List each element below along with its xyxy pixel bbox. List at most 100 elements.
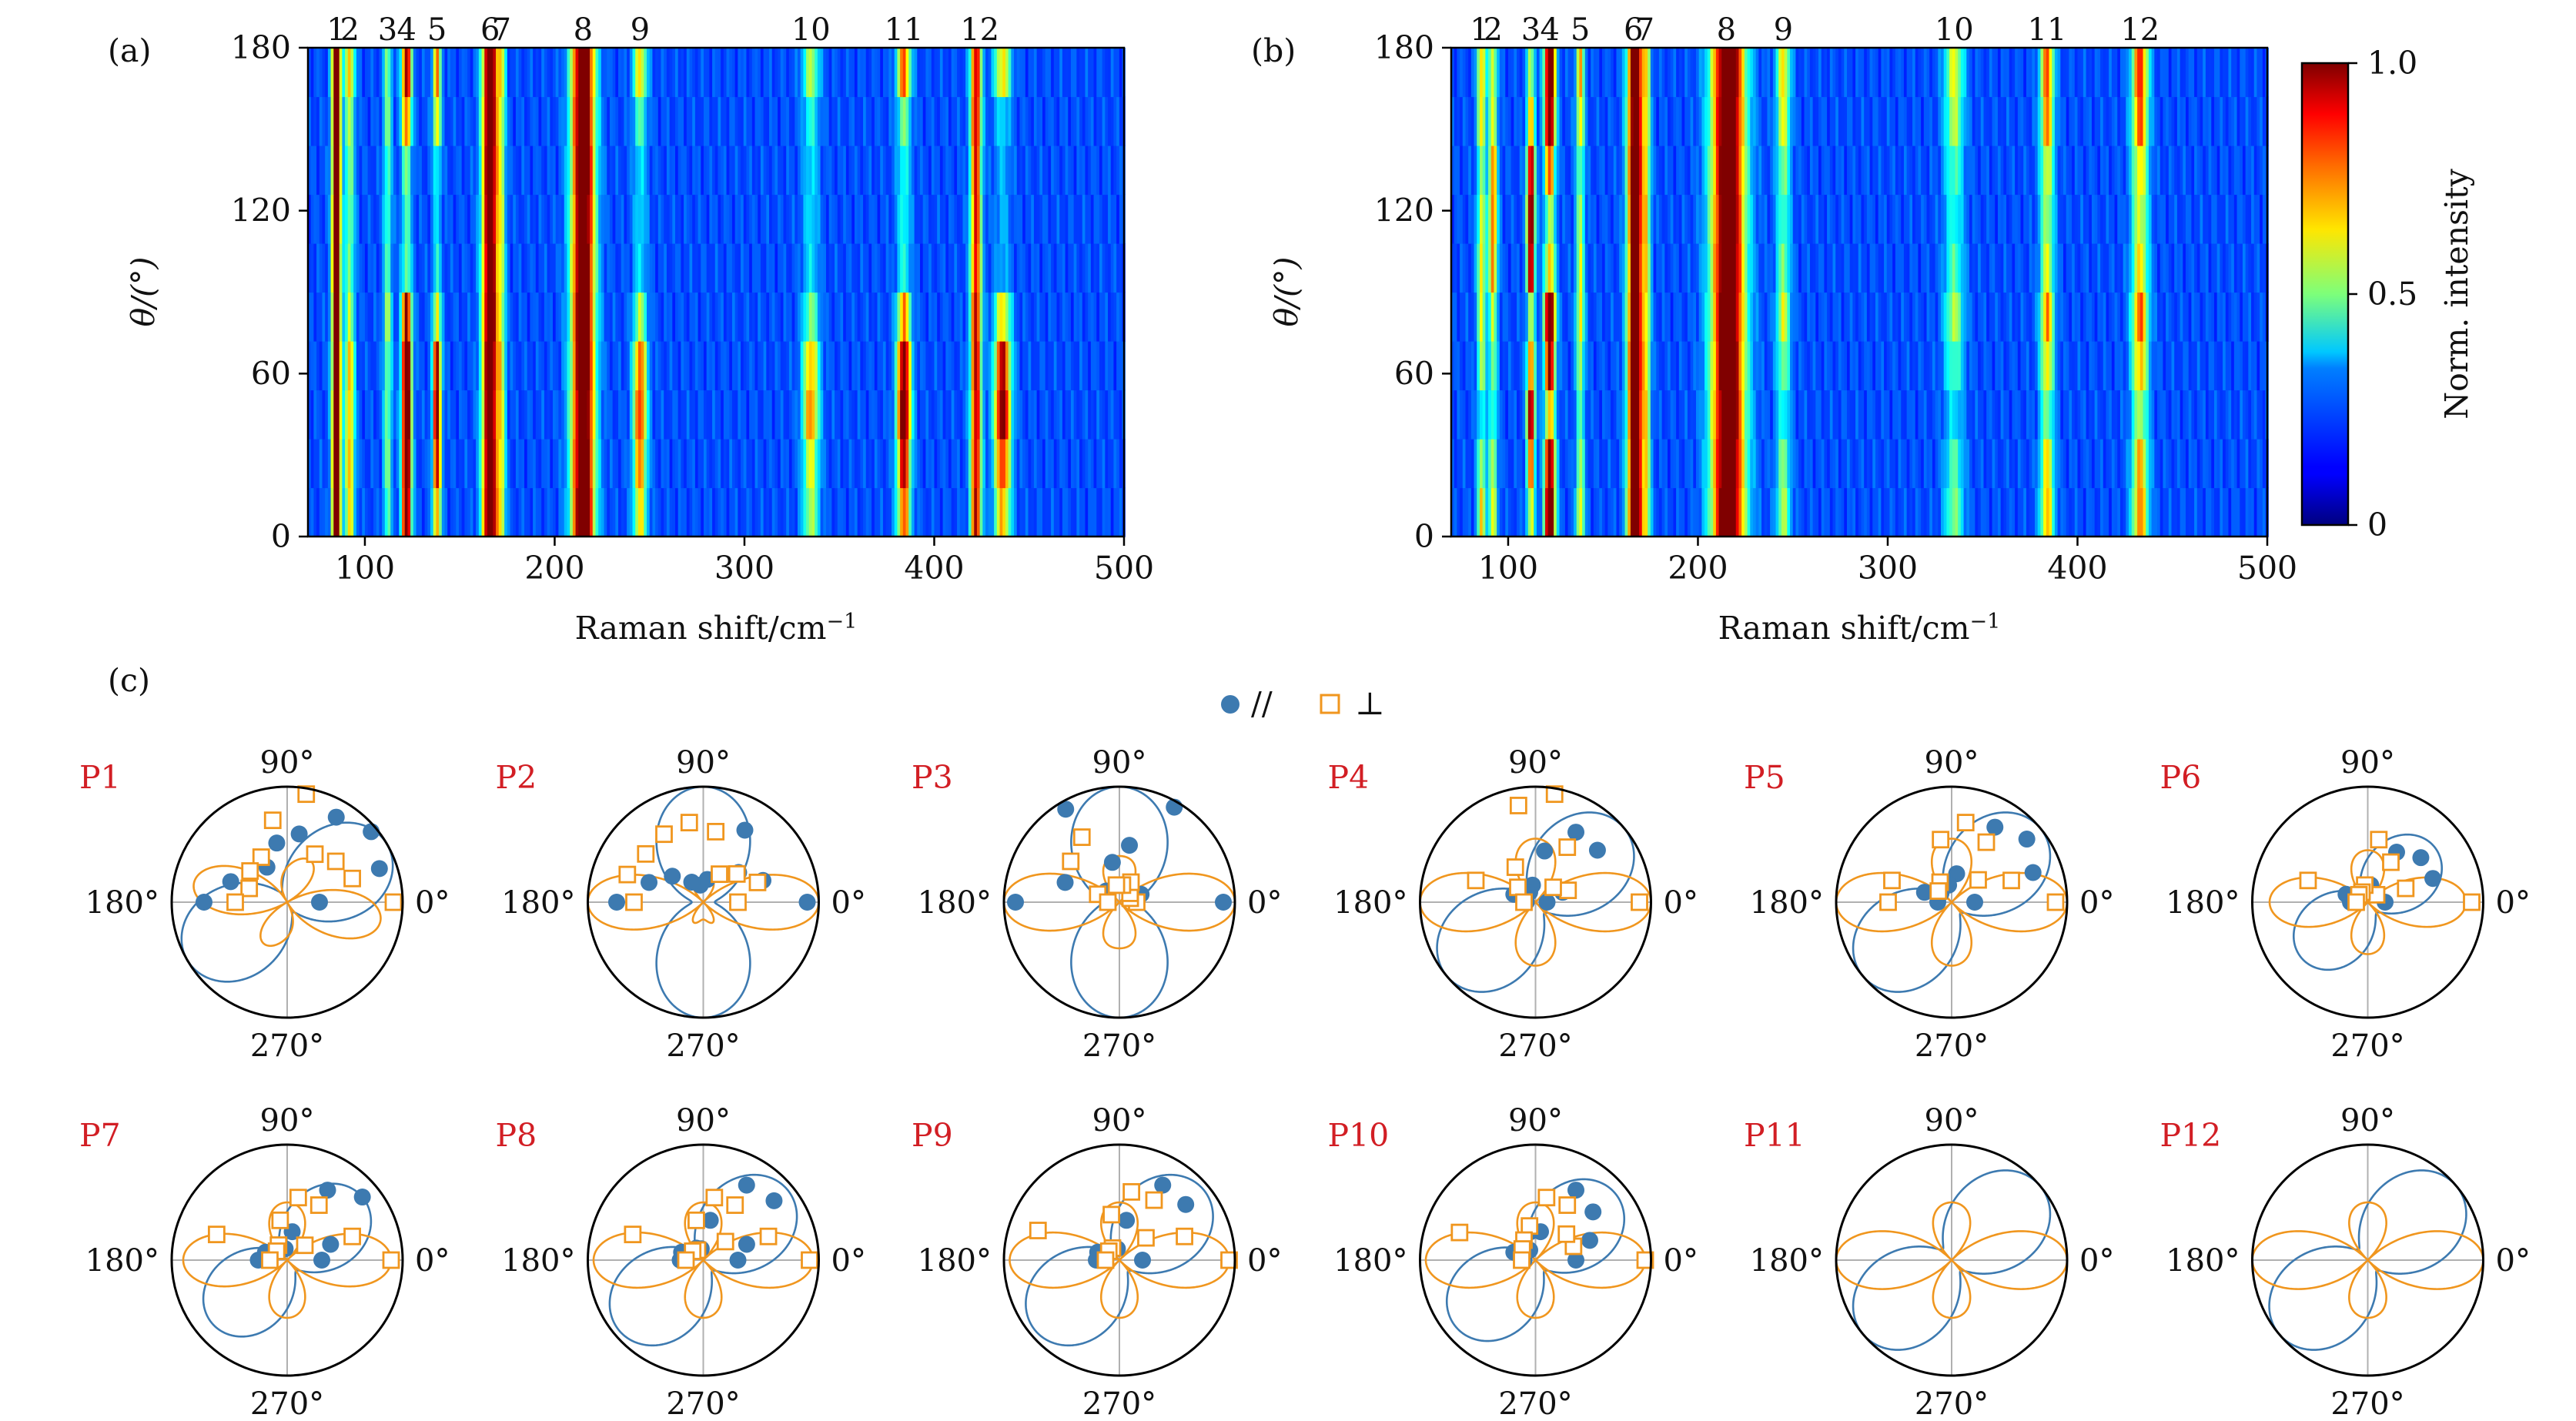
heatmap-cell	[980, 293, 983, 342]
heatmap-cell	[952, 97, 955, 146]
heatmap-cell	[974, 48, 977, 97]
heatmap-cell	[2012, 341, 2015, 390]
heatmap-cell	[2069, 341, 2072, 390]
heatmap-cell	[1042, 341, 1045, 390]
heatmap-cell	[670, 293, 673, 342]
heatmap-cell	[1662, 439, 1665, 488]
heatmap-cell	[2163, 439, 2166, 488]
heatmap-cell	[948, 97, 952, 146]
heatmap-cell	[2186, 195, 2189, 244]
heatmap-cell	[1741, 439, 1745, 488]
heatmap-cell	[1607, 390, 1611, 440]
heatmap-cell	[331, 145, 334, 195]
heatmap-cell	[1813, 243, 1816, 293]
heatmap-cell	[1562, 195, 1565, 244]
heatmap-cell	[1088, 390, 1091, 440]
heatmap-cell	[2026, 390, 2029, 440]
heatmap-cell	[980, 341, 983, 390]
heatmap-cell	[362, 243, 365, 293]
heatmap-cell	[1500, 390, 1503, 440]
heatmap-cell	[1022, 488, 1025, 537]
heatmap-cell	[2172, 243, 2175, 293]
heatmap-cell	[598, 293, 601, 342]
heatmap-cell	[1636, 145, 1639, 195]
heatmap-cell	[2234, 243, 2237, 293]
heatmap-cell	[2123, 293, 2126, 342]
heatmap-cell	[2160, 243, 2163, 293]
heatmap-cell	[1673, 439, 1676, 488]
heatmap-cell	[328, 145, 331, 195]
heatmap-cell	[1651, 243, 1654, 293]
heatmap-cell	[1805, 243, 1808, 293]
heatmap-cell	[1969, 390, 1972, 440]
heatmap-cell	[487, 97, 490, 146]
heatmap-cell	[1525, 293, 1528, 342]
heatmap-cell	[513, 341, 516, 390]
heatmap-cell	[1847, 195, 1850, 244]
heatmap-cell	[382, 195, 385, 244]
heatmap-cell	[880, 243, 883, 293]
heatmap-cell	[826, 341, 829, 390]
heatmap-cell	[786, 145, 789, 195]
heatmap-cell	[1921, 341, 1924, 390]
heatmap-cell	[1699, 488, 1702, 537]
heatmap-cell	[464, 243, 467, 293]
heatmap-cell	[610, 48, 613, 97]
heatmap-cell	[2032, 390, 2035, 440]
heatmap-cell	[1986, 488, 1989, 537]
heatmap-cell	[373, 439, 376, 488]
heatmap-cell	[1958, 195, 1961, 244]
heatmap-cell	[496, 48, 499, 97]
heatmap-cell	[396, 439, 400, 488]
heatmap-cell	[450, 390, 453, 440]
heatmap-cell	[331, 97, 334, 146]
heatmap-cell	[749, 48, 752, 97]
heatmap-cell	[1511, 439, 1514, 488]
heatmap-cell	[1079, 488, 1082, 537]
heatmap-cell	[2126, 439, 2129, 488]
heatmap-cell	[482, 488, 485, 537]
heatmap-cell	[1522, 195, 1525, 244]
heatmap-cell	[1579, 341, 1582, 390]
heatmap-cell	[1870, 341, 1873, 390]
heatmap-cell	[360, 390, 363, 440]
heatmap-cell	[322, 97, 325, 146]
heatmap-cell	[908, 293, 912, 342]
heatmap-cell	[1818, 488, 1822, 537]
heatmap-cell	[353, 243, 356, 293]
heatmap-cell	[1835, 293, 1838, 342]
heatmap-cell	[607, 390, 610, 440]
heatmap-cell	[895, 341, 898, 390]
heatmap-cell	[556, 145, 559, 195]
heatmap-cell	[709, 145, 712, 195]
heatmap-cell	[863, 390, 866, 440]
heatmap-cell	[1688, 488, 1691, 537]
heatmap-cell	[1909, 243, 1912, 293]
heatmap-cell	[937, 488, 940, 537]
heatmap-cell	[704, 293, 707, 342]
heatmap-cell	[444, 341, 447, 390]
heatmap-cell	[2203, 243, 2206, 293]
heatmap-cell	[342, 195, 345, 244]
heatmap-cell	[462, 145, 465, 195]
heatmap-cell	[712, 439, 715, 488]
heatmap-cell	[917, 439, 920, 488]
heatmap-cell	[1619, 145, 1622, 195]
heatmap-cell	[761, 390, 764, 440]
heatmap-cell	[340, 293, 343, 342]
heatmap-cell	[1059, 97, 1062, 146]
heatmap-cell	[1011, 439, 1014, 488]
heatmap-cell	[868, 195, 871, 244]
heatmap-cell	[684, 195, 687, 244]
heatmap-cell	[843, 341, 846, 390]
heatmap-cell	[2154, 341, 2157, 390]
heatmap-cell	[849, 97, 852, 146]
heatmap-cell	[1648, 488, 1651, 537]
heatmap-cell	[519, 488, 522, 537]
heatmap-cell	[462, 97, 465, 146]
heatmap-cell	[928, 390, 932, 440]
heatmap-cell	[2058, 243, 2061, 293]
heatmap-cell	[1079, 195, 1082, 244]
heatmap-cell	[2246, 195, 2249, 244]
heatmap-cell	[345, 341, 348, 390]
